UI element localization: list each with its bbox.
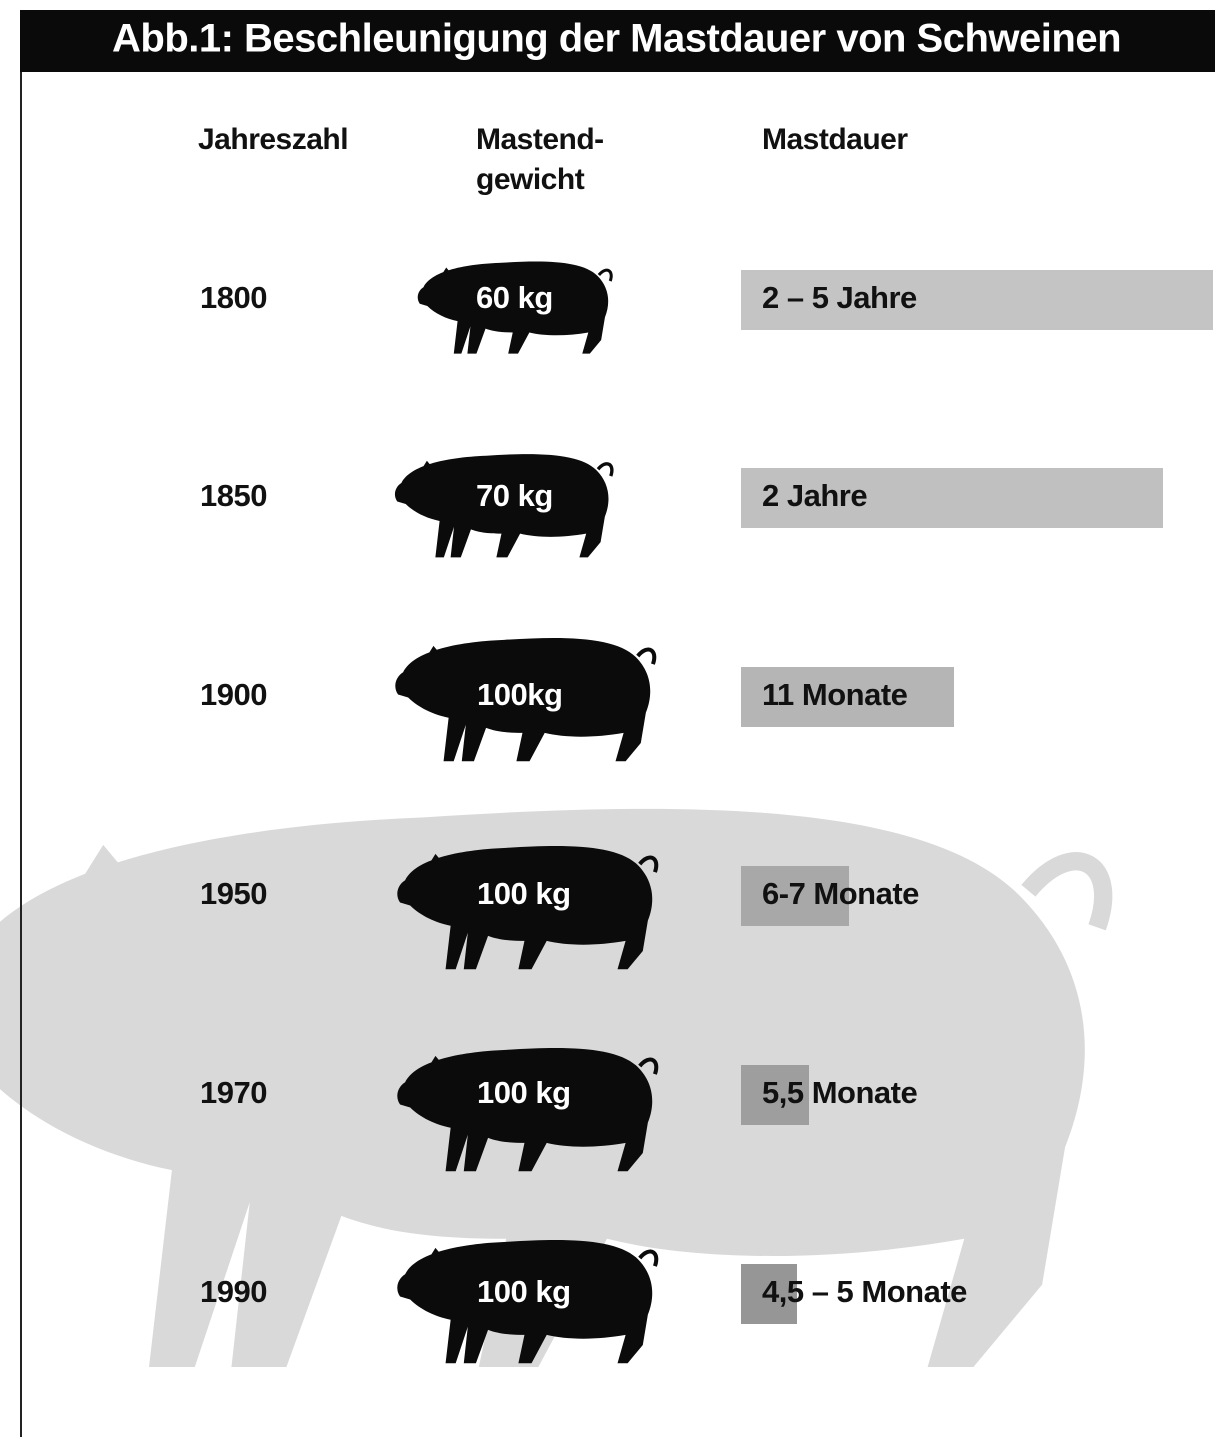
duration: 2 Jahre [762, 478, 867, 513]
title: Abb.1: Beschleunigung der Mastdauer von … [112, 17, 1121, 61]
weight: 100kg [477, 677, 562, 712]
weight: 100 kg [477, 1075, 571, 1110]
weight: 100 kg [477, 1274, 571, 1309]
year: 1970 [200, 1075, 267, 1110]
weight: 70 kg [476, 478, 553, 513]
weight: 60 kg [476, 280, 553, 315]
duration: 2 – 5 Jahre [762, 280, 917, 315]
year: 1800 [200, 280, 267, 315]
duration: 6-7 Monate [762, 876, 919, 911]
infographic: Abb.1: Beschleunigung der Mastdauer von … [0, 0, 1215, 1437]
year: 1850 [200, 478, 267, 513]
header-weight: Mastend- [476, 123, 604, 156]
duration: 4,5 – 5 Monate [762, 1274, 967, 1309]
duration: 11 Monate [762, 677, 908, 712]
year: 1990 [200, 1274, 267, 1309]
header-weight: gewicht [476, 163, 585, 196]
header-year: Jahreszahl [198, 123, 348, 156]
year: 1950 [200, 876, 267, 911]
header-duration: Mastdauer [762, 123, 908, 156]
weight: 100 kg [477, 876, 571, 911]
duration: 5,5 Monate [762, 1075, 917, 1110]
page: {"title": "Abb.1: Beschleunigung der Mas… [0, 0, 1215, 1437]
year: 1900 [200, 677, 267, 712]
